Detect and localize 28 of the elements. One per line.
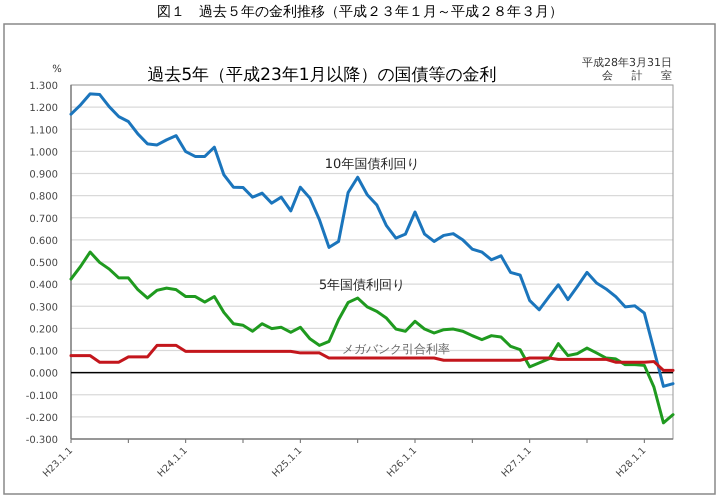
y-tick-label: 0.500: [29, 258, 58, 269]
line-series: [70, 250, 674, 424]
chart-title: 図１ 過去５年の金利推移（平成２３年１月～平成２８年３月）: [157, 4, 563, 20]
y-tick-label: 0.700: [29, 214, 58, 225]
y-tick-label: 0.100: [29, 346, 58, 358]
y-axis-title: %: [52, 64, 62, 75]
y-tick-label: -0.200: [26, 412, 58, 424]
y-tick-label: -0.300: [26, 435, 58, 446]
y-tick-label: 0.800: [29, 192, 58, 203]
text: 会 計 室: [602, 69, 672, 82]
y-tick-label: -0.100: [26, 390, 58, 402]
annotation: メガバンク引合利率: [342, 342, 450, 356]
annotation: 10年国債利回り: [324, 157, 420, 172]
chart-subtitle: 過去5年（平成23年1月以降）の国債等の金利: [147, 65, 497, 85]
y-tick-label: 0.400: [29, 280, 58, 292]
annotation: 5年国債利回り: [318, 278, 406, 293]
y-tick-label: 0.200: [29, 324, 58, 336]
y-tick-label: 0.000: [29, 368, 58, 380]
y-tick-label: 0.300: [29, 302, 58, 314]
y-tick-label: 0.600: [29, 236, 58, 247]
y-tick-label: 0.900: [29, 170, 58, 180]
line-series: [70, 344, 674, 372]
line-series: [70, 92, 674, 388]
y-tick-label: 1.100: [29, 125, 58, 136]
y-tick-label: 1.000: [29, 147, 58, 158]
y-tick-label: 1.300: [29, 81, 58, 92]
text: 平成28年3月31日: [582, 56, 672, 69]
y-tick-label: 1.200: [29, 103, 58, 114]
